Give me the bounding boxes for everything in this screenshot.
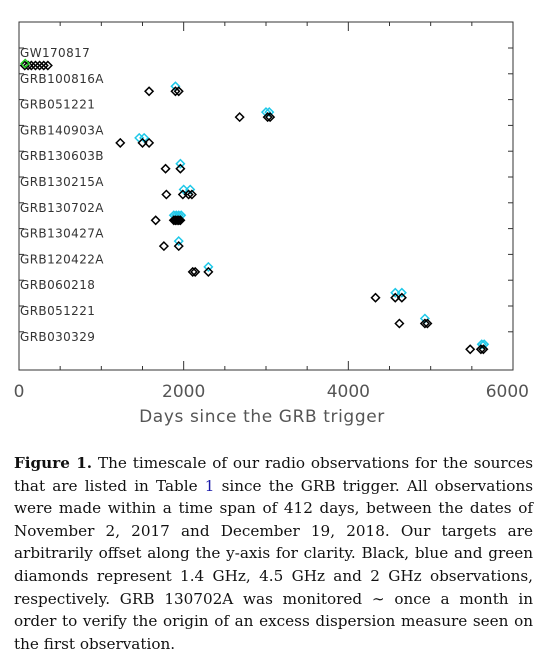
source-labels: GW170817 GRB100816A GRB051221 GRB140903A GRB…: [20, 46, 104, 344]
source-label: GRB060218: [20, 278, 95, 292]
diamond-4.5ghz: [476, 339, 487, 350]
caption-text-2: since the GRB trigger. All observations …: [14, 476, 533, 653]
diamond-1.4ghz: [175, 215, 186, 226]
source-label: GRB030329: [20, 330, 95, 344]
diamond-1.4ghz: [144, 137, 155, 148]
diamond-4.5ghz: [396, 287, 407, 298]
x-tick-label: 2000: [162, 382, 205, 402]
diamond-1.4ghz: [465, 344, 476, 355]
diamond-4.5ghz: [185, 184, 196, 195]
diamond-1.4ghz: [422, 318, 433, 329]
diamond-1.4ghz: [186, 189, 197, 200]
diamond-4.5ghz: [203, 261, 214, 272]
x-tick-label: 6000: [486, 382, 529, 402]
x-axis-label: Days since the GRB trigger: [139, 407, 385, 427]
table-reference-link[interactable]: 1: [204, 476, 215, 495]
diamond-1.4ghz: [370, 292, 381, 303]
source-label: GRB100816A: [20, 72, 104, 86]
diamond-1.4ghz: [115, 137, 126, 148]
diamond-1.4ghz: [150, 215, 161, 226]
diamond-1.4ghz: [137, 137, 148, 148]
figure-caption: Figure 1. The timescale of our radio obs…: [14, 452, 533, 655]
source-label: GRB130215A: [20, 175, 104, 189]
source-label: GW170817: [20, 46, 90, 60]
diamond-1.4ghz: [158, 241, 169, 252]
source-label: GRB051221: [20, 98, 95, 112]
timescale-chart: 0 2000 4000 6000 GW170817 GRB100816A GRB05122…: [14, 21, 529, 427]
diamond-4.5ghz: [173, 236, 184, 247]
figure: 0 2000 4000 6000 GW170817 GRB100816A GRB05122…: [14, 21, 529, 427]
diamond-4.5ghz: [178, 184, 189, 195]
diamond-4.5ghz: [260, 107, 272, 118]
diamond-1.4ghz: [190, 266, 201, 277]
diamond-1.4ghz: [187, 266, 198, 277]
diamond-4.5ghz: [390, 287, 401, 298]
source-label: GRB120422A: [20, 252, 104, 266]
diamond-1.4ghz: [172, 215, 183, 226]
x-tick-label: 0: [14, 382, 25, 402]
diamond-1.4ghz: [161, 189, 172, 200]
diamond-1.4ghz: [394, 318, 405, 329]
diamond-1.4ghz: [234, 112, 245, 123]
source-label: GRB140903A: [20, 123, 104, 137]
diamond-4.5ghz: [139, 132, 150, 143]
diamond-1.4ghz: [203, 266, 214, 277]
diamond-1.4ghz: [478, 344, 489, 355]
diamond-1.4ghz: [144, 86, 155, 97]
diamond-1.4ghz: [34, 60, 45, 71]
diamond-1.4ghz: [173, 86, 184, 97]
x-tick-labels: 0 2000 4000 6000: [14, 382, 529, 402]
diamond-1.4ghz: [42, 60, 53, 71]
source-label: GRB130702A: [20, 201, 104, 215]
diamond-1.4ghz: [396, 292, 407, 303]
data-points: [19, 58, 490, 355]
diamond-1.4ghz: [390, 292, 401, 303]
caption-text-1: The timescale of our radio observations …: [14, 454, 533, 495]
diamond-1.4ghz: [183, 189, 194, 200]
diamond-1.4ghz: [38, 60, 49, 71]
diamond-1.4ghz: [173, 215, 184, 226]
caption-label: Figure 1.: [14, 454, 93, 472]
diamond-1.4ghz: [265, 112, 276, 123]
diamond-1.4ghz: [22, 60, 34, 71]
diamond-1.4ghz: [160, 163, 171, 174]
source-label: GRB130427A: [20, 227, 104, 241]
diamond-1.4ghz: [170, 86, 181, 97]
diamond-1.4ghz: [262, 112, 273, 123]
diamond-1.4ghz: [419, 318, 430, 329]
diamond-4.5ghz: [175, 158, 186, 169]
axis-ticks: [18, 22, 514, 370]
diamond-1.4ghz: [173, 241, 184, 252]
diamond-1.4ghz: [175, 163, 186, 174]
source-label: GRB051221: [20, 304, 95, 318]
diamond-1.4ghz: [30, 60, 41, 71]
diamond-2ghz: [20, 58, 31, 69]
diamond-4.5ghz: [264, 107, 275, 118]
x-tick-label: 4000: [327, 382, 370, 402]
diamond-1.4ghz: [475, 344, 486, 355]
source-label: GRB130603B: [20, 149, 104, 163]
